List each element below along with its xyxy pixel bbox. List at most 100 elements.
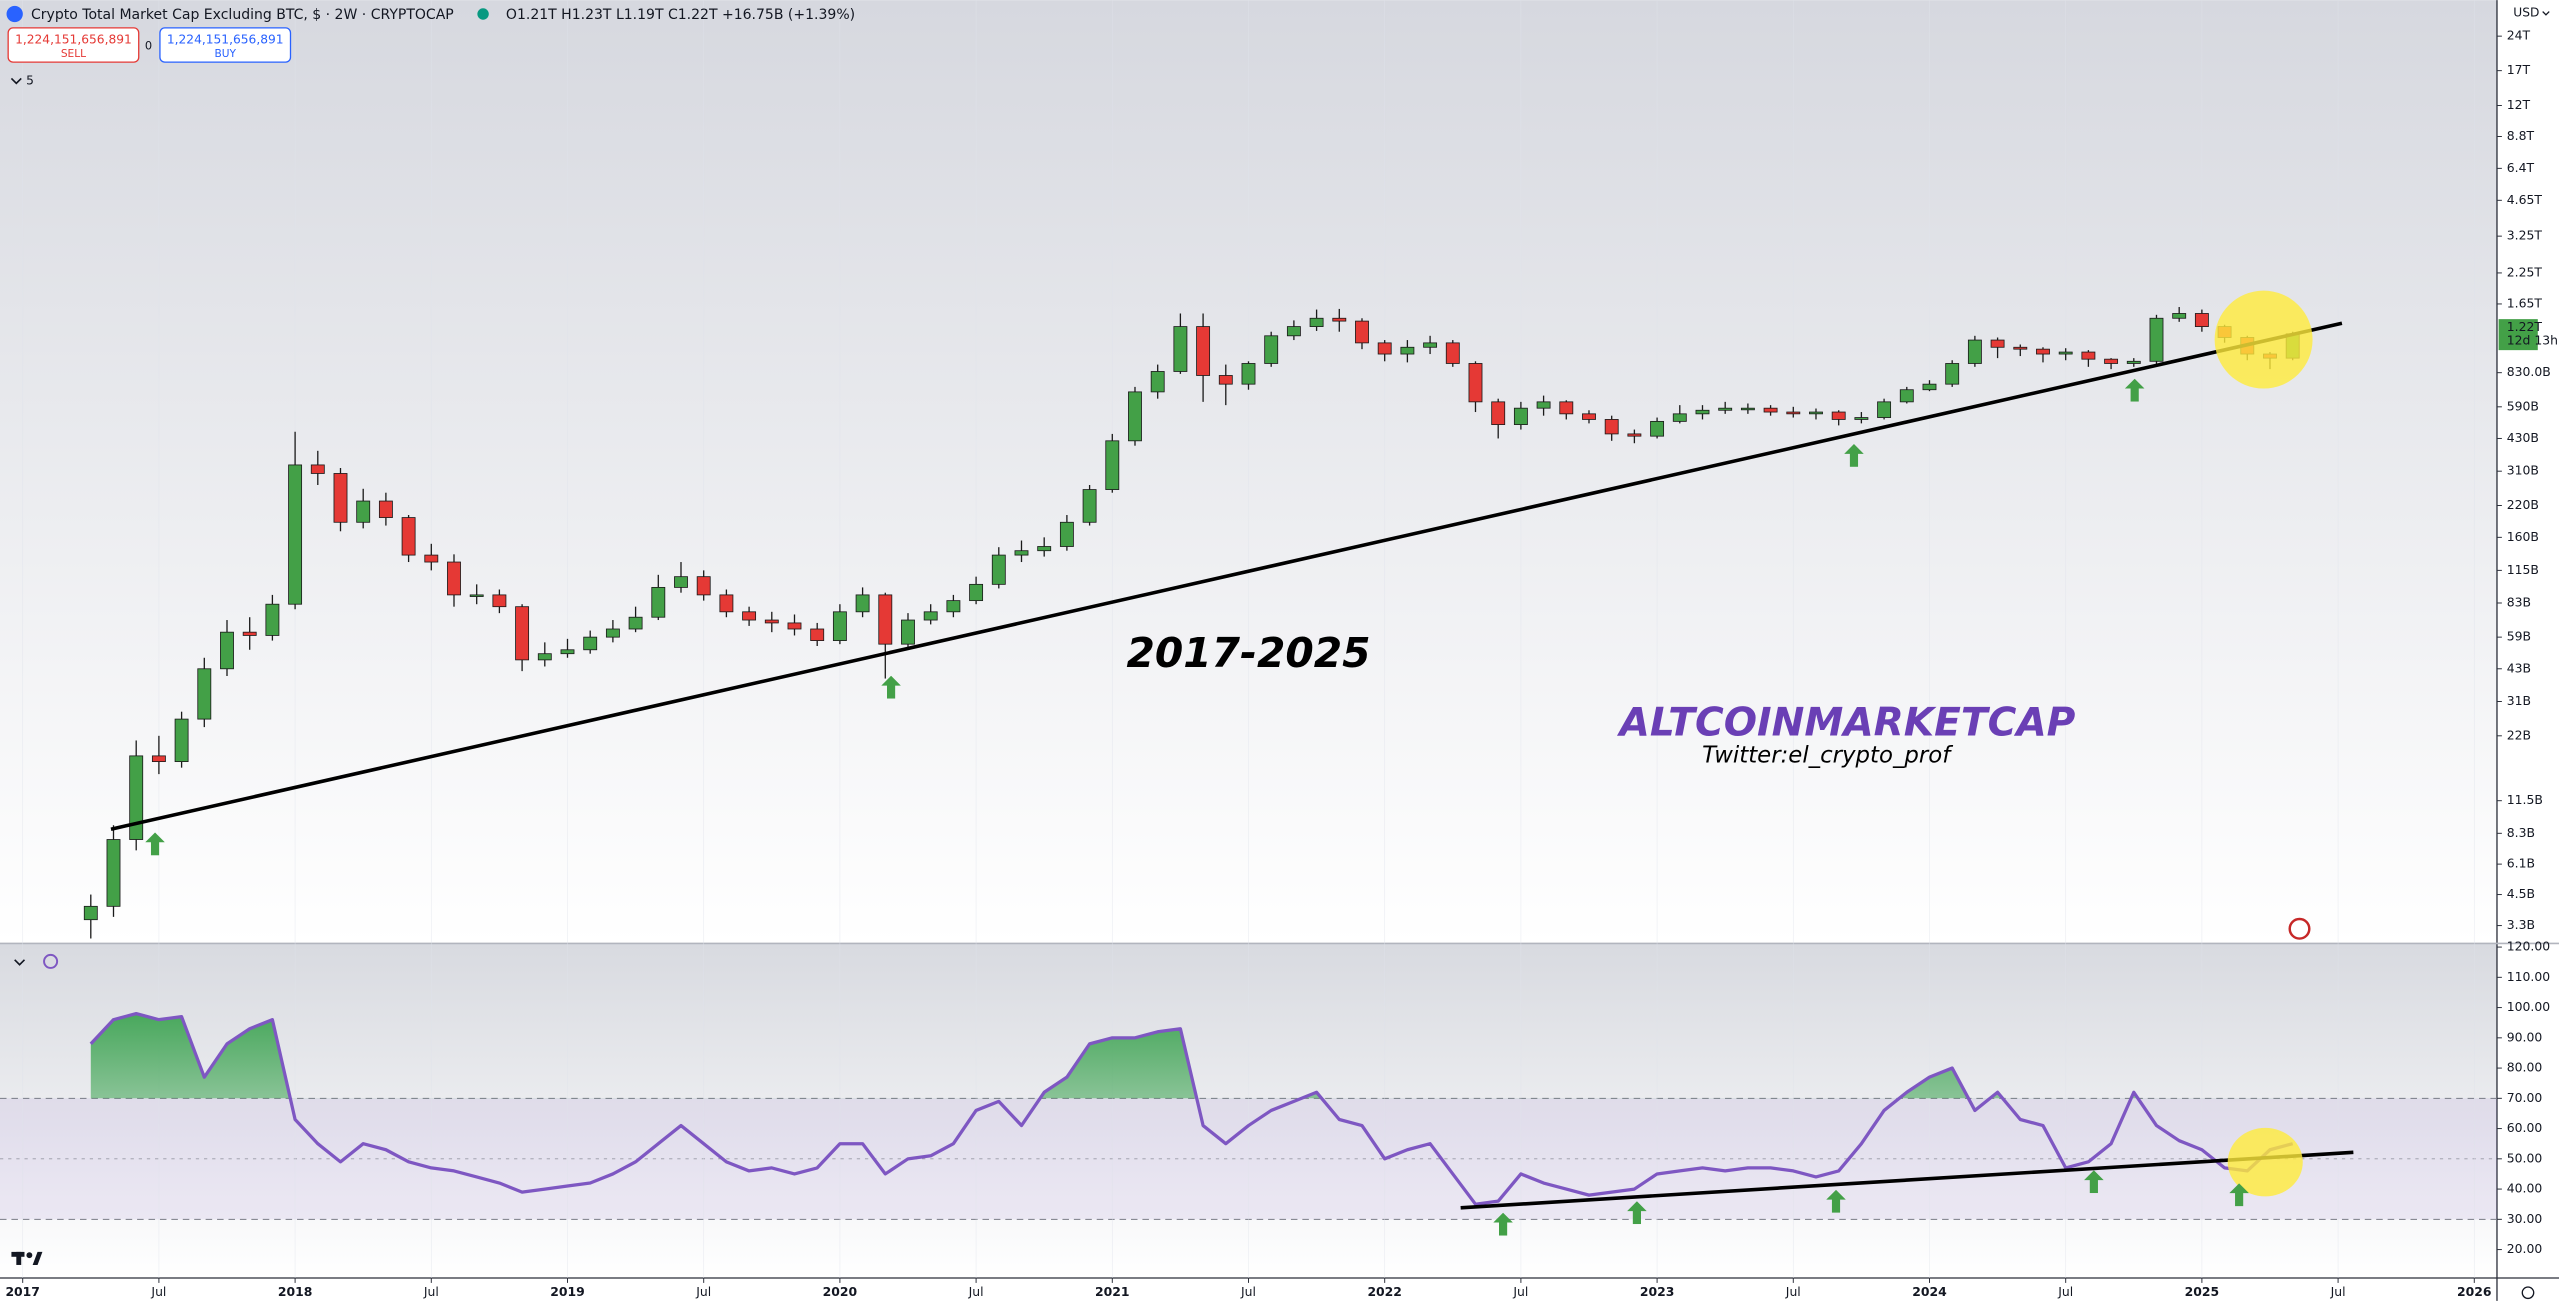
candle-body	[1468, 363, 1483, 403]
price-axis-panel	[2496, 0, 2559, 1301]
indicator-icon[interactable]	[43, 953, 59, 969]
candle-body	[1014, 550, 1029, 556]
currency-dropdown[interactable]	[2542, 11, 2550, 16]
candle-body	[878, 594, 893, 645]
candle-body	[310, 464, 325, 474]
candle-body	[1945, 363, 1960, 385]
y-tick-label: 40.00	[2507, 1181, 2543, 1196]
candle-body	[1218, 375, 1233, 385]
buy-label: BUY	[214, 48, 236, 60]
y-tick-label: 100.00	[2507, 999, 2550, 1014]
y-tick-label: 220B	[2507, 497, 2539, 512]
candle-body	[1400, 346, 1415, 355]
y-tick-label: 8.8T	[2507, 128, 2535, 143]
candle-body	[1559, 401, 1574, 415]
y-tick-label: 590B	[2507, 398, 2539, 413]
y-tick-label: 2.25T	[2507, 264, 2543, 279]
candle-body	[1059, 521, 1074, 547]
y-tick-label: 6.4T	[2507, 160, 2535, 175]
candle-body	[515, 606, 530, 661]
candle-body	[83, 905, 98, 921]
y-tick-label: 120.00	[2507, 939, 2550, 954]
annotation-text: ALTCOINMARKETCAP	[1617, 700, 2076, 745]
candle-body	[1423, 342, 1438, 348]
rsi	[89, 1011, 2294, 1206]
candle-body	[356, 500, 371, 523]
candle-body	[1355, 320, 1369, 344]
candle-body	[288, 464, 303, 605]
candle-body	[106, 839, 121, 907]
highlight-circle	[2214, 290, 2313, 389]
x-tick-label: 2025	[2185, 1284, 2220, 1299]
candle-body	[855, 594, 870, 613]
x-tick-label: 2020	[823, 1284, 858, 1299]
flag-icon	[2288, 917, 2311, 940]
candle-body	[1763, 407, 1778, 413]
x-tick-label: Jul	[1512, 1284, 1528, 1299]
x-tick-label: 2022	[1367, 1284, 1402, 1299]
sell-price: 1,224,151,656,891	[15, 33, 132, 47]
candle-body	[605, 628, 620, 638]
y-tick-label: 24T	[2507, 28, 2531, 43]
candle-body	[1627, 433, 1642, 437]
y-tick-label: 20.00	[2507, 1241, 2543, 1256]
sell-button[interactable]	[7, 27, 140, 63]
y-tick-label: 1.65T	[2507, 295, 2543, 310]
candle-body	[537, 653, 552, 661]
settings-icon[interactable]	[2521, 1286, 2535, 1300]
y-tick-label: 6.1B	[2507, 856, 2535, 871]
candle-body	[447, 561, 461, 596]
trend-line	[1460, 1150, 2354, 1210]
candle-body	[923, 611, 938, 621]
candle-body	[2104, 358, 2119, 364]
buy-button[interactable]	[159, 27, 292, 63]
market-status	[477, 8, 489, 20]
y-tick-label: 4.65T	[2507, 192, 2543, 207]
y-tick-label: 31B	[2507, 693, 2531, 708]
x-tick-label: Jul	[695, 1284, 711, 1299]
logo-part	[26, 1252, 33, 1259]
candle-body	[378, 500, 393, 518]
candle-body	[2194, 313, 2209, 327]
candle-body	[1128, 391, 1142, 442]
candle-body	[2013, 346, 2028, 350]
sell-label: SELL	[61, 48, 86, 60]
candle-body	[1491, 401, 1506, 425]
y-tick-label: 43B	[2507, 660, 2531, 675]
candle-body	[1196, 326, 1211, 376]
candle-body	[651, 586, 666, 618]
candle-body	[129, 755, 144, 840]
candle-body	[242, 631, 257, 636]
collapse-toggle[interactable]	[10, 77, 22, 85]
candle-body	[1990, 339, 2005, 348]
candle-body	[832, 611, 847, 641]
candle-body	[560, 649, 575, 655]
candle-body	[719, 594, 734, 613]
candle-body	[1718, 407, 1733, 411]
y-tick-label: 430B	[2507, 430, 2539, 445]
x-tick-label: Jul	[1240, 1284, 1256, 1299]
chart-title[interactable]: Crypto Total Market Cap Excluding BTC, $…	[31, 7, 454, 23]
last-price-box	[2498, 319, 2538, 351]
candle-body	[1854, 417, 1869, 420]
candle-body	[424, 554, 439, 563]
candle-body	[2172, 313, 2187, 319]
candle-body	[1332, 317, 1347, 322]
candle-body	[1241, 363, 1256, 385]
candle-body	[1445, 342, 1460, 364]
collapse-toggle[interactable]	[14, 959, 26, 966]
candle-body	[1105, 440, 1120, 490]
y-tick-label: 70.00	[2507, 1090, 2543, 1105]
y-tick-label: 115B	[2507, 562, 2539, 577]
candle-body	[1264, 335, 1279, 364]
x-tick-label: Jul	[1785, 1284, 1801, 1299]
x-tick-label: 2017	[5, 1284, 40, 1299]
currency[interactable]: USD	[2513, 6, 2539, 20]
x-tick-label: 2024	[1912, 1284, 1947, 1299]
y-tick-label: 830.0B	[2507, 364, 2551, 379]
candle-body	[1922, 383, 1937, 391]
y-tick-label: 17T	[2507, 62, 2531, 77]
y-tick-label: 110.00	[2507, 969, 2550, 984]
y-tick-label: 30.00	[2507, 1211, 2543, 1226]
candle-body	[220, 631, 234, 670]
